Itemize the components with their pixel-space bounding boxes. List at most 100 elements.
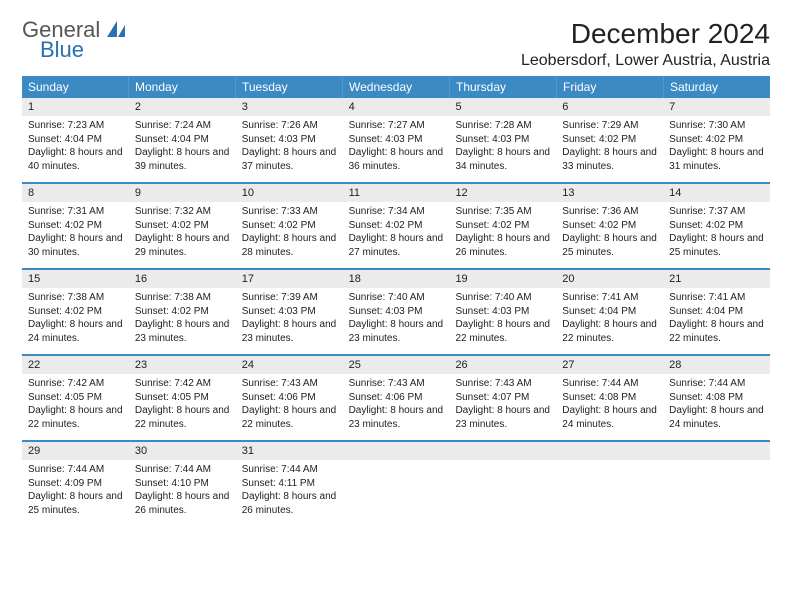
week-row: 15Sunrise: 7:38 AMSunset: 4:02 PMDayligh…: [22, 268, 770, 354]
calendar-body: 1Sunrise: 7:23 AMSunset: 4:04 PMDaylight…: [22, 98, 770, 526]
sunset-line: Sunset: 4:03 PM: [455, 305, 550, 319]
logo: General Blue: [22, 18, 127, 61]
daylight-line: Daylight: 8 hours and 24 minutes.: [669, 404, 764, 431]
day-body: Sunrise: 7:34 AMSunset: 4:02 PMDaylight:…: [343, 202, 450, 265]
sunrise-line: Sunrise: 7:29 AM: [562, 119, 657, 133]
daylight-line: Daylight: 8 hours and 22 minutes.: [455, 318, 550, 345]
day-cell: 23Sunrise: 7:42 AMSunset: 4:05 PMDayligh…: [129, 356, 236, 440]
weekday-header: Friday: [557, 76, 664, 98]
day-body: Sunrise: 7:44 AMSunset: 4:08 PMDaylight:…: [556, 374, 663, 437]
day-cell: 3Sunrise: 7:26 AMSunset: 4:03 PMDaylight…: [236, 98, 343, 182]
sunrise-line: Sunrise: 7:38 AM: [28, 291, 123, 305]
day-number: [343, 442, 450, 460]
day-cell: 12Sunrise: 7:35 AMSunset: 4:02 PMDayligh…: [449, 184, 556, 268]
sunset-line: Sunset: 4:02 PM: [135, 219, 230, 233]
daylight-line: Daylight: 8 hours and 25 minutes.: [562, 232, 657, 259]
day-cell: 14Sunrise: 7:37 AMSunset: 4:02 PMDayligh…: [663, 184, 770, 268]
sunset-line: Sunset: 4:10 PM: [135, 477, 230, 491]
sunrise-line: Sunrise: 7:31 AM: [28, 205, 123, 219]
daylight-line: Daylight: 8 hours and 27 minutes.: [349, 232, 444, 259]
daylight-line: Daylight: 8 hours and 39 minutes.: [135, 146, 230, 173]
day-body: Sunrise: 7:38 AMSunset: 4:02 PMDaylight:…: [129, 288, 236, 351]
sunrise-line: Sunrise: 7:40 AM: [349, 291, 444, 305]
sunrise-line: Sunrise: 7:40 AM: [455, 291, 550, 305]
sunrise-line: Sunrise: 7:26 AM: [242, 119, 337, 133]
logo-line2: Blue: [40, 38, 127, 61]
day-body: Sunrise: 7:44 AMSunset: 4:09 PMDaylight:…: [22, 460, 129, 523]
day-number: 1: [22, 98, 129, 116]
sunset-line: Sunset: 4:03 PM: [455, 133, 550, 147]
day-cell: 10Sunrise: 7:33 AMSunset: 4:02 PMDayligh…: [236, 184, 343, 268]
day-number: 19: [449, 270, 556, 288]
day-body: Sunrise: 7:41 AMSunset: 4:04 PMDaylight:…: [556, 288, 663, 351]
daylight-line: Daylight: 8 hours and 40 minutes.: [28, 146, 123, 173]
weekday-header: Sunday: [22, 76, 129, 98]
daylight-line: Daylight: 8 hours and 22 minutes.: [135, 404, 230, 431]
day-body: Sunrise: 7:26 AMSunset: 4:03 PMDaylight:…: [236, 116, 343, 179]
day-cell: 25Sunrise: 7:43 AMSunset: 4:06 PMDayligh…: [343, 356, 450, 440]
sunrise-line: Sunrise: 7:28 AM: [455, 119, 550, 133]
daylight-line: Daylight: 8 hours and 28 minutes.: [242, 232, 337, 259]
day-body: Sunrise: 7:35 AMSunset: 4:02 PMDaylight:…: [449, 202, 556, 265]
day-body: Sunrise: 7:39 AMSunset: 4:03 PMDaylight:…: [236, 288, 343, 351]
daylight-line: Daylight: 8 hours and 22 minutes.: [562, 318, 657, 345]
day-body: Sunrise: 7:28 AMSunset: 4:03 PMDaylight:…: [449, 116, 556, 179]
day-number: 30: [129, 442, 236, 460]
day-number: 22: [22, 356, 129, 374]
day-cell: 26Sunrise: 7:43 AMSunset: 4:07 PMDayligh…: [449, 356, 556, 440]
sunrise-line: Sunrise: 7:32 AM: [135, 205, 230, 219]
sunrise-line: Sunrise: 7:44 AM: [28, 463, 123, 477]
daylight-line: Daylight: 8 hours and 22 minutes.: [242, 404, 337, 431]
day-body: Sunrise: 7:44 AMSunset: 4:08 PMDaylight:…: [663, 374, 770, 437]
sunset-line: Sunset: 4:04 PM: [135, 133, 230, 147]
daylight-line: Daylight: 8 hours and 23 minutes.: [349, 404, 444, 431]
day-cell: 31Sunrise: 7:44 AMSunset: 4:11 PMDayligh…: [236, 442, 343, 526]
sunset-line: Sunset: 4:02 PM: [242, 219, 337, 233]
week-row: 22Sunrise: 7:42 AMSunset: 4:05 PMDayligh…: [22, 354, 770, 440]
page-title: December 2024: [521, 18, 770, 50]
daylight-line: Daylight: 8 hours and 31 minutes.: [669, 146, 764, 173]
sunrise-line: Sunrise: 7:33 AM: [242, 205, 337, 219]
day-cell: 29Sunrise: 7:44 AMSunset: 4:09 PMDayligh…: [22, 442, 129, 526]
sunrise-line: Sunrise: 7:42 AM: [135, 377, 230, 391]
day-cell: 24Sunrise: 7:43 AMSunset: 4:06 PMDayligh…: [236, 356, 343, 440]
day-cell: 18Sunrise: 7:40 AMSunset: 4:03 PMDayligh…: [343, 270, 450, 354]
sunrise-line: Sunrise: 7:43 AM: [242, 377, 337, 391]
sunrise-line: Sunrise: 7:24 AM: [135, 119, 230, 133]
sunset-line: Sunset: 4:07 PM: [455, 391, 550, 405]
sunrise-line: Sunrise: 7:44 AM: [135, 463, 230, 477]
weekday-header: Wednesday: [343, 76, 450, 98]
day-cell: 7Sunrise: 7:30 AMSunset: 4:02 PMDaylight…: [663, 98, 770, 182]
day-cell: 1Sunrise: 7:23 AMSunset: 4:04 PMDaylight…: [22, 98, 129, 182]
day-body: Sunrise: 7:40 AMSunset: 4:03 PMDaylight:…: [343, 288, 450, 351]
sunset-line: Sunset: 4:11 PM: [242, 477, 337, 491]
week-row: 29Sunrise: 7:44 AMSunset: 4:09 PMDayligh…: [22, 440, 770, 526]
weekday-header: Saturday: [664, 76, 770, 98]
day-number: 26: [449, 356, 556, 374]
day-number: 7: [663, 98, 770, 116]
day-body: Sunrise: 7:41 AMSunset: 4:04 PMDaylight:…: [663, 288, 770, 351]
day-number: 20: [556, 270, 663, 288]
daylight-line: Daylight: 8 hours and 37 minutes.: [242, 146, 337, 173]
day-body: Sunrise: 7:23 AMSunset: 4:04 PMDaylight:…: [22, 116, 129, 179]
day-body: Sunrise: 7:43 AMSunset: 4:06 PMDaylight:…: [236, 374, 343, 437]
sunrise-line: Sunrise: 7:43 AM: [455, 377, 550, 391]
day-cell: [449, 442, 556, 526]
sunrise-line: Sunrise: 7:23 AM: [28, 119, 123, 133]
day-number: 27: [556, 356, 663, 374]
day-number: 23: [129, 356, 236, 374]
day-number: 2: [129, 98, 236, 116]
sunrise-line: Sunrise: 7:34 AM: [349, 205, 444, 219]
day-number: 9: [129, 184, 236, 202]
day-body: Sunrise: 7:33 AMSunset: 4:02 PMDaylight:…: [236, 202, 343, 265]
sunset-line: Sunset: 4:04 PM: [562, 305, 657, 319]
day-body: Sunrise: 7:38 AMSunset: 4:02 PMDaylight:…: [22, 288, 129, 351]
day-body: Sunrise: 7:29 AMSunset: 4:02 PMDaylight:…: [556, 116, 663, 179]
day-number: 11: [343, 184, 450, 202]
daylight-line: Daylight: 8 hours and 23 minutes.: [349, 318, 444, 345]
daylight-line: Daylight: 8 hours and 26 minutes.: [455, 232, 550, 259]
day-body: Sunrise: 7:30 AMSunset: 4:02 PMDaylight:…: [663, 116, 770, 179]
daylight-line: Daylight: 8 hours and 24 minutes.: [562, 404, 657, 431]
day-body: Sunrise: 7:44 AMSunset: 4:10 PMDaylight:…: [129, 460, 236, 523]
daylight-line: Daylight: 8 hours and 25 minutes.: [669, 232, 764, 259]
